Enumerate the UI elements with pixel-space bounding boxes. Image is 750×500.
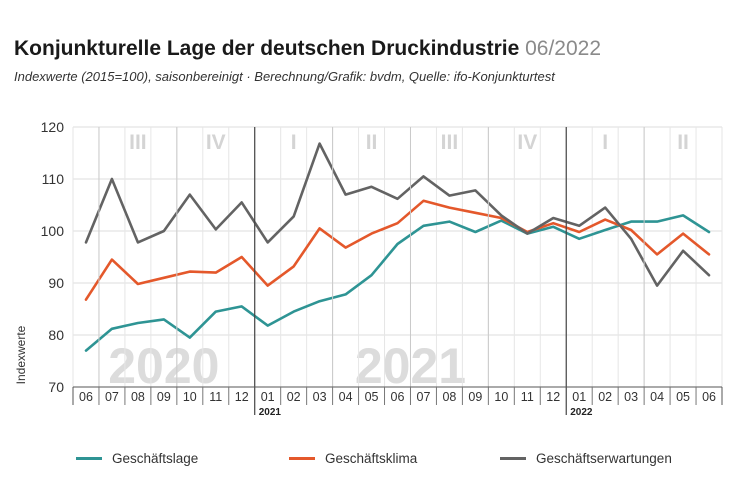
x-tick-label: 09 — [468, 390, 482, 404]
x-tick-label: 06 — [79, 390, 93, 404]
chart-title-date: 06/2022 — [525, 37, 602, 60]
x-tick-label: 02 — [287, 390, 301, 404]
x-tick-label: 07 — [417, 390, 431, 404]
quarter-label: II — [366, 131, 378, 154]
x-tick-label: 09 — [157, 390, 171, 404]
x-tick-label: 10 — [183, 390, 197, 404]
quarter-label: I — [602, 131, 608, 154]
x-tick-label: 08 — [131, 390, 145, 404]
year-watermark: 2020 — [108, 338, 219, 394]
series-lines — [84, 142, 711, 352]
x-tick-label: 11 — [521, 390, 534, 404]
x-tick-label: 04 — [650, 390, 664, 404]
legend: Geschäftslage Geschäftsklima Geschäftser… — [0, 451, 750, 471]
x-tick-label: 07 — [105, 390, 119, 404]
y-tick-label: 120 — [41, 119, 65, 135]
x-tick-label: 04 — [339, 390, 353, 404]
x-tick-label: 01 — [572, 390, 586, 404]
x-tick-label: 10 — [494, 390, 508, 404]
x-tick-label: 03 — [624, 390, 638, 404]
series-line — [84, 214, 711, 352]
quarter-label: III — [129, 131, 147, 154]
quarter-label: II — [677, 131, 689, 154]
legend-swatch-geschaeftslage — [76, 457, 102, 460]
quarter-label: III — [441, 131, 459, 154]
x-tick-label: 12 — [546, 390, 560, 404]
x-tick-label: 03 — [313, 390, 327, 404]
legend-item-geschaeftsklima: Geschäftsklima — [289, 451, 417, 466]
x-tick-label: 12 — [235, 390, 249, 404]
series-line — [84, 199, 711, 301]
legend-swatch-geschaeftserwartungen — [500, 457, 526, 460]
quarter-label: IV — [206, 131, 226, 154]
legend-item-geschaeftserwartungen: Geschäftserwartungen — [500, 451, 672, 466]
legend-swatch-geschaeftsklima — [289, 457, 315, 460]
chart-title: Konjunkturelle Lage der deutschen Drucki… — [14, 37, 601, 61]
axes: 70 80 90 100 110 120 06 07 08 09 10 11 12 01 02 03 04 05 0… — [14, 119, 723, 418]
y-tick-label: 90 — [48, 275, 64, 291]
x-tick-label: 06 — [391, 390, 405, 404]
y-tick-label: 80 — [48, 327, 64, 343]
quarter-label: I — [291, 131, 297, 154]
x-tick-label: 01 — [261, 390, 275, 404]
x-tick-label: 05 — [365, 390, 379, 404]
legend-label-geschaeftsklima: Geschäftsklima — [325, 451, 418, 466]
x-tick-label: 08 — [442, 390, 456, 404]
x-tick-label: 06 — [702, 390, 716, 404]
legend-item-geschaeftslage: Geschäftslage — [76, 451, 198, 466]
legend-label-geschaeftserwartungen: Geschäftserwartungen — [536, 451, 672, 466]
chart-title-text: Konjunkturelle Lage der deutschen Drucki… — [14, 37, 520, 60]
chart-subtitle: Indexwerte (2015=100), saisonbereinigt ·… — [14, 69, 555, 84]
y-tick-label: 110 — [42, 171, 65, 187]
x-year-label: 2021 — [259, 407, 282, 418]
legend-label-geschaeftslage: Geschäftslage — [112, 451, 199, 466]
series-line — [84, 142, 711, 287]
x-year-label: 2022 — [570, 407, 593, 418]
x-tick-label: 05 — [676, 390, 690, 404]
y-tick-label: 100 — [41, 223, 65, 239]
y-axis-label: Indexwerte — [14, 325, 28, 384]
y-tick-label: 70 — [48, 379, 64, 395]
x-tick-label: 11 — [209, 390, 222, 404]
x-tick-label: 02 — [598, 390, 612, 404]
quarter-label: IV — [517, 131, 537, 154]
